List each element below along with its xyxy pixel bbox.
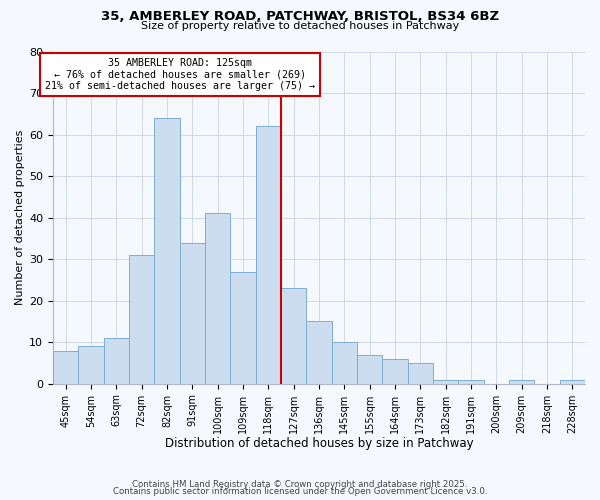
Bar xyxy=(509,380,535,384)
X-axis label: Distribution of detached houses by size in Patchway: Distribution of detached houses by size … xyxy=(164,437,473,450)
Bar xyxy=(154,118,179,384)
Text: Contains HM Land Registry data © Crown copyright and database right 2025.: Contains HM Land Registry data © Crown c… xyxy=(132,480,468,489)
Bar xyxy=(433,380,458,384)
Bar xyxy=(53,350,79,384)
Bar xyxy=(104,338,129,384)
Bar xyxy=(560,380,585,384)
Bar xyxy=(256,126,281,384)
Bar xyxy=(281,288,307,384)
Text: Contains public sector information licensed under the Open Government Licence v3: Contains public sector information licen… xyxy=(113,487,487,496)
Bar xyxy=(407,363,433,384)
Bar xyxy=(79,346,104,384)
Bar xyxy=(179,242,205,384)
Y-axis label: Number of detached properties: Number of detached properties xyxy=(15,130,25,306)
Bar xyxy=(205,214,230,384)
Bar xyxy=(230,272,256,384)
Bar xyxy=(307,322,332,384)
Text: 35 AMBERLEY ROAD: 125sqm
← 76% of detached houses are smaller (269)
21% of semi-: 35 AMBERLEY ROAD: 125sqm ← 76% of detach… xyxy=(44,58,314,91)
Text: Size of property relative to detached houses in Patchway: Size of property relative to detached ho… xyxy=(141,21,459,31)
Bar xyxy=(332,342,357,384)
Bar xyxy=(357,354,382,384)
Bar xyxy=(458,380,484,384)
Text: 35, AMBERLEY ROAD, PATCHWAY, BRISTOL, BS34 6BZ: 35, AMBERLEY ROAD, PATCHWAY, BRISTOL, BS… xyxy=(101,10,499,23)
Bar xyxy=(382,359,407,384)
Bar xyxy=(129,255,154,384)
